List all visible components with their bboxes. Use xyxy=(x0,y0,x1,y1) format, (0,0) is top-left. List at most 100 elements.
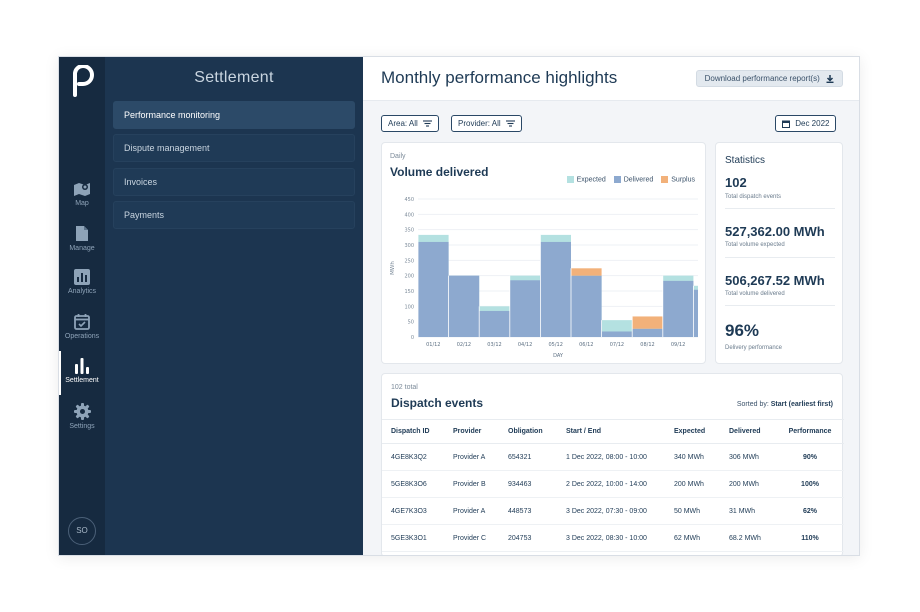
legend-label-delivered: Delivered xyxy=(623,176,654,184)
col-provider[interactable]: Provider xyxy=(444,419,499,444)
x-tick-label: 01/12 xyxy=(426,342,440,348)
download-icon xyxy=(826,74,834,83)
x-tick-label: 09/12 xyxy=(671,342,685,348)
col-expected[interactable]: Expected xyxy=(665,419,720,444)
y-tick-label: 400 xyxy=(404,212,414,218)
col-delivered[interactable]: Delivered xyxy=(720,419,776,444)
bar-delivered xyxy=(601,331,633,337)
rail-label-operations: Operations xyxy=(64,333,100,340)
cell-start-end: 1 Dec 2022, 08:00 - 10:00 xyxy=(557,443,665,471)
page-header: Monthly performance highlights Download … xyxy=(363,57,859,101)
cell-provider: Provider C xyxy=(444,524,499,552)
calendar-check-icon xyxy=(74,314,90,330)
y-tick-label: 50 xyxy=(408,320,414,326)
bar-delivered xyxy=(479,310,510,337)
area-filter-label: Area: All xyxy=(388,119,418,128)
gear-icon xyxy=(73,403,91,420)
stat-divider xyxy=(725,305,835,306)
chart-subtitle: Daily xyxy=(390,153,406,160)
table-row[interactable]: 5GE8K3O6 Provider B 934463 2 Dec 2022, 1… xyxy=(382,470,844,498)
subnav-title: Settlement xyxy=(194,69,274,86)
cell-delivered: 306 MWh xyxy=(720,443,776,471)
cell-delivered: 68.2 MWh xyxy=(720,524,776,552)
cell-expected: 200 MWh xyxy=(665,470,720,498)
cell-provider: Provider B xyxy=(444,470,499,498)
stat-divider xyxy=(725,257,835,258)
cell-start-end: 2 Dec 2022, 10:00 - 14:00 xyxy=(557,470,665,498)
bar-delivered xyxy=(540,241,571,337)
rail-label-map: Map xyxy=(75,200,89,207)
table-row[interactable]: 4GE8K3Q2 Provider A 654321 1 Dec 2022, 0… xyxy=(382,443,844,471)
legend-swatch-delivered xyxy=(613,176,621,183)
area-filter-button[interactable]: Area: All xyxy=(381,115,440,132)
chart-title: Volume delivered xyxy=(390,165,489,179)
rail-label-manage: Manage xyxy=(69,245,95,252)
cell-expected: 62 MWh xyxy=(665,524,720,552)
subnav-item-invoices[interactable]: Invoices xyxy=(113,168,355,196)
rail-item-operations[interactable]: Operations xyxy=(59,313,105,340)
cell-obligation: 934463 xyxy=(499,470,557,498)
col-performance[interactable]: Performance xyxy=(776,419,844,444)
cell-delivered: 200 MWh xyxy=(720,470,776,498)
bar-delivered xyxy=(632,328,663,337)
cell-provider: Provider A xyxy=(444,497,499,525)
x-tick-label: 04/12 xyxy=(518,342,532,348)
rail-item-manage[interactable]: Manage xyxy=(59,225,105,252)
rail-item-map[interactable]: Map xyxy=(59,181,105,207)
bar-delivered xyxy=(693,289,698,337)
calendar-icon xyxy=(782,120,790,128)
table-header-row: Dispatch ID Provider Obligation Start / … xyxy=(382,419,844,444)
logo-icon[interactable] xyxy=(69,65,95,97)
x-tick-label: 02/12 xyxy=(457,342,471,348)
x-tick-label: 06/12 xyxy=(579,342,593,348)
cell-expected: 340 MWh xyxy=(665,443,720,471)
bar-delivered xyxy=(509,280,541,337)
provider-filter-button[interactable]: Provider: All xyxy=(451,115,522,132)
sort-control[interactable]: Sorted by: Start (earliest first) xyxy=(737,401,833,408)
bar-delivered xyxy=(662,280,694,337)
document-icon xyxy=(76,226,88,241)
stat-delivery-performance-value: 96% xyxy=(725,321,760,340)
legend-label-surplus: Surplus xyxy=(671,176,695,184)
rail-label-settlement: Settlement xyxy=(65,377,99,384)
subnav-item-dispute-management[interactable]: Dispute management xyxy=(113,134,355,162)
statistics-title: Statistics xyxy=(725,155,766,166)
cell-dispatch-id: 4GE7K3O3 xyxy=(382,497,444,525)
dispatch-total: 102 total xyxy=(391,384,418,391)
col-dispatch-id[interactable]: Dispatch ID xyxy=(382,419,444,444)
stat-volume-delivered-value: 506,267.52 MWh xyxy=(725,273,825,288)
cell-expected: 50 MWh xyxy=(665,497,720,525)
settlement-subnav: Settlement Performance monitoring Disput… xyxy=(105,57,363,555)
y-tick-label: 450 xyxy=(404,197,414,203)
col-start-end[interactable]: Start / End xyxy=(557,419,665,444)
avatar[interactable]: SO xyxy=(68,517,96,545)
subnav-item-payments[interactable]: Payments xyxy=(113,201,355,229)
active-indicator xyxy=(59,351,61,395)
rail-item-analytics[interactable]: Analytics xyxy=(59,269,105,295)
cell-dispatch-id: 4GE8K3Q2 xyxy=(382,443,444,471)
col-obligation[interactable]: Obligation xyxy=(499,419,557,444)
rail-item-settlement[interactable]: Settlement xyxy=(59,357,105,384)
bar-delivered xyxy=(571,275,602,337)
stat-volume-expected-label: Total volume expected xyxy=(725,242,785,248)
bar-delivered xyxy=(418,241,449,337)
cell-performance: 62% xyxy=(776,497,844,525)
cell-performance: 110% xyxy=(776,524,844,552)
stat-volume-expected-value: 527,362.00 MWh xyxy=(725,224,825,239)
rail-item-settings[interactable]: Settings xyxy=(59,403,105,430)
cell-performance: 100% xyxy=(776,470,844,498)
rail-label-settings: Settings xyxy=(69,423,95,430)
date-picker-button[interactable]: Dec 2022 xyxy=(775,115,837,132)
legend-swatch-surplus xyxy=(661,176,669,183)
cell-obligation: 204753 xyxy=(499,524,557,552)
table-row[interactable]: 4GE7K3O3 Provider A 448573 3 Dec 2022, 0… xyxy=(382,497,844,525)
table-row[interactable]: 5GE3K3O1 Provider C 204753 3 Dec 2022, 0… xyxy=(382,524,844,552)
statistics-card: Statistics 102 Total dispatch events 527… xyxy=(715,142,843,364)
bar-surplus xyxy=(632,316,663,329)
cell-performance: 90% xyxy=(776,443,844,471)
rail-label-analytics: Analytics xyxy=(67,288,96,295)
subnav-item-performance-monitoring[interactable]: Performance monitoring xyxy=(113,101,355,129)
app-window: Map Manage Analytics Operations Settleme… xyxy=(58,56,860,556)
y-axis-label: MWh xyxy=(390,261,396,275)
download-report-button[interactable]: Download performance report(s) xyxy=(695,70,843,87)
